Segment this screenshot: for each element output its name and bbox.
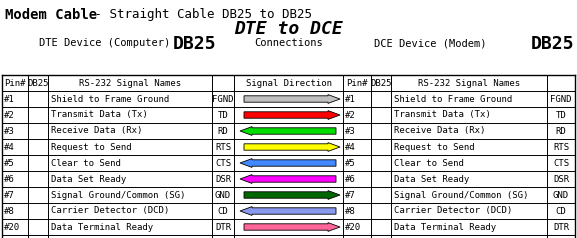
Text: Transmit Data (Tx): Transmit Data (Tx) bbox=[394, 110, 491, 119]
Text: DTE Device (Computer): DTE Device (Computer) bbox=[39, 38, 171, 48]
Text: #8: #8 bbox=[345, 207, 356, 215]
Text: CD: CD bbox=[218, 207, 228, 215]
Text: #4: #4 bbox=[345, 143, 356, 152]
Text: Clear to Send: Clear to Send bbox=[394, 159, 464, 168]
FancyArrow shape bbox=[240, 175, 336, 183]
Text: DTR: DTR bbox=[215, 223, 231, 232]
Text: #7: #7 bbox=[4, 190, 15, 199]
Text: Request to Send: Request to Send bbox=[51, 143, 132, 152]
Text: CD: CD bbox=[556, 207, 567, 215]
FancyArrow shape bbox=[240, 159, 336, 167]
Text: RTS: RTS bbox=[215, 143, 231, 152]
Text: DSR: DSR bbox=[215, 174, 231, 183]
Text: DCE Device (Modem): DCE Device (Modem) bbox=[374, 38, 486, 48]
Text: CTS: CTS bbox=[215, 159, 231, 168]
Text: GND: GND bbox=[215, 190, 231, 199]
Text: DSR: DSR bbox=[553, 174, 569, 183]
Text: Receive Data (Rx): Receive Data (Rx) bbox=[51, 127, 143, 135]
Text: #3: #3 bbox=[345, 127, 356, 135]
Text: #20: #20 bbox=[4, 223, 20, 232]
FancyArrow shape bbox=[240, 127, 336, 135]
Text: TD: TD bbox=[218, 110, 228, 119]
Text: Data Terminal Ready: Data Terminal Ready bbox=[394, 223, 496, 232]
FancyArrow shape bbox=[244, 223, 340, 231]
Text: DTE to DCE: DTE to DCE bbox=[234, 20, 343, 38]
FancyArrow shape bbox=[244, 111, 340, 119]
Text: Connections: Connections bbox=[254, 38, 323, 48]
Text: RD: RD bbox=[556, 127, 567, 135]
Text: Transmit Data (Tx): Transmit Data (Tx) bbox=[51, 110, 148, 119]
Text: #20: #20 bbox=[345, 223, 361, 232]
Text: Clear to Send: Clear to Send bbox=[51, 159, 121, 168]
Text: GND: GND bbox=[553, 190, 569, 199]
Text: DB25: DB25 bbox=[370, 79, 392, 88]
Text: DB25: DB25 bbox=[27, 79, 48, 88]
Text: #1: #1 bbox=[4, 94, 15, 104]
Text: Shield to Frame Ground: Shield to Frame Ground bbox=[394, 94, 512, 104]
Text: Data Set Ready: Data Set Ready bbox=[394, 174, 469, 183]
Text: Data Terminal Ready: Data Terminal Ready bbox=[51, 223, 153, 232]
Text: TD: TD bbox=[556, 110, 567, 119]
Text: #6: #6 bbox=[4, 174, 15, 183]
Text: #5: #5 bbox=[4, 159, 15, 168]
Text: Signal Direction: Signal Direction bbox=[245, 79, 332, 88]
Text: #4: #4 bbox=[4, 143, 15, 152]
Text: Carrier Detector (DCD): Carrier Detector (DCD) bbox=[51, 207, 169, 215]
Text: DB25: DB25 bbox=[173, 35, 217, 53]
Text: FGND: FGND bbox=[550, 94, 572, 104]
Text: #6: #6 bbox=[345, 174, 356, 183]
Text: #1: #1 bbox=[345, 94, 356, 104]
Text: #2: #2 bbox=[4, 110, 15, 119]
Text: Carrier Detector (DCD): Carrier Detector (DCD) bbox=[394, 207, 512, 215]
Text: #3: #3 bbox=[4, 127, 15, 135]
Text: FGND: FGND bbox=[212, 94, 234, 104]
FancyArrow shape bbox=[240, 207, 336, 215]
Text: - Straight Cable DB25 to DB25: - Straight Cable DB25 to DB25 bbox=[87, 8, 312, 21]
Text: #2: #2 bbox=[345, 110, 356, 119]
Text: Shield to Frame Ground: Shield to Frame Ground bbox=[51, 94, 169, 104]
Text: CTS: CTS bbox=[553, 159, 569, 168]
Text: Request to Send: Request to Send bbox=[394, 143, 475, 152]
FancyArrow shape bbox=[244, 191, 340, 199]
Text: #8: #8 bbox=[4, 207, 15, 215]
Text: RTS: RTS bbox=[553, 143, 569, 152]
Text: #7: #7 bbox=[345, 190, 356, 199]
Text: #5: #5 bbox=[345, 159, 356, 168]
FancyArrow shape bbox=[244, 143, 340, 151]
Text: RS-232 Signal Names: RS-232 Signal Names bbox=[79, 79, 181, 88]
Text: DTR: DTR bbox=[553, 223, 569, 232]
Text: Pin#: Pin# bbox=[4, 79, 26, 88]
Text: Data Set Ready: Data Set Ready bbox=[51, 174, 126, 183]
Text: Pin#: Pin# bbox=[346, 79, 368, 88]
Text: Modem Cable: Modem Cable bbox=[5, 8, 97, 22]
Text: DB25: DB25 bbox=[531, 35, 575, 53]
Text: Signal Ground/Common (SG): Signal Ground/Common (SG) bbox=[51, 190, 185, 199]
Text: RS-232 Signal Names: RS-232 Signal Names bbox=[418, 79, 520, 88]
Text: Signal Ground/Common (SG): Signal Ground/Common (SG) bbox=[394, 190, 529, 199]
FancyArrow shape bbox=[244, 94, 340, 103]
Text: Receive Data (Rx): Receive Data (Rx) bbox=[394, 127, 485, 135]
Text: RD: RD bbox=[218, 127, 228, 135]
